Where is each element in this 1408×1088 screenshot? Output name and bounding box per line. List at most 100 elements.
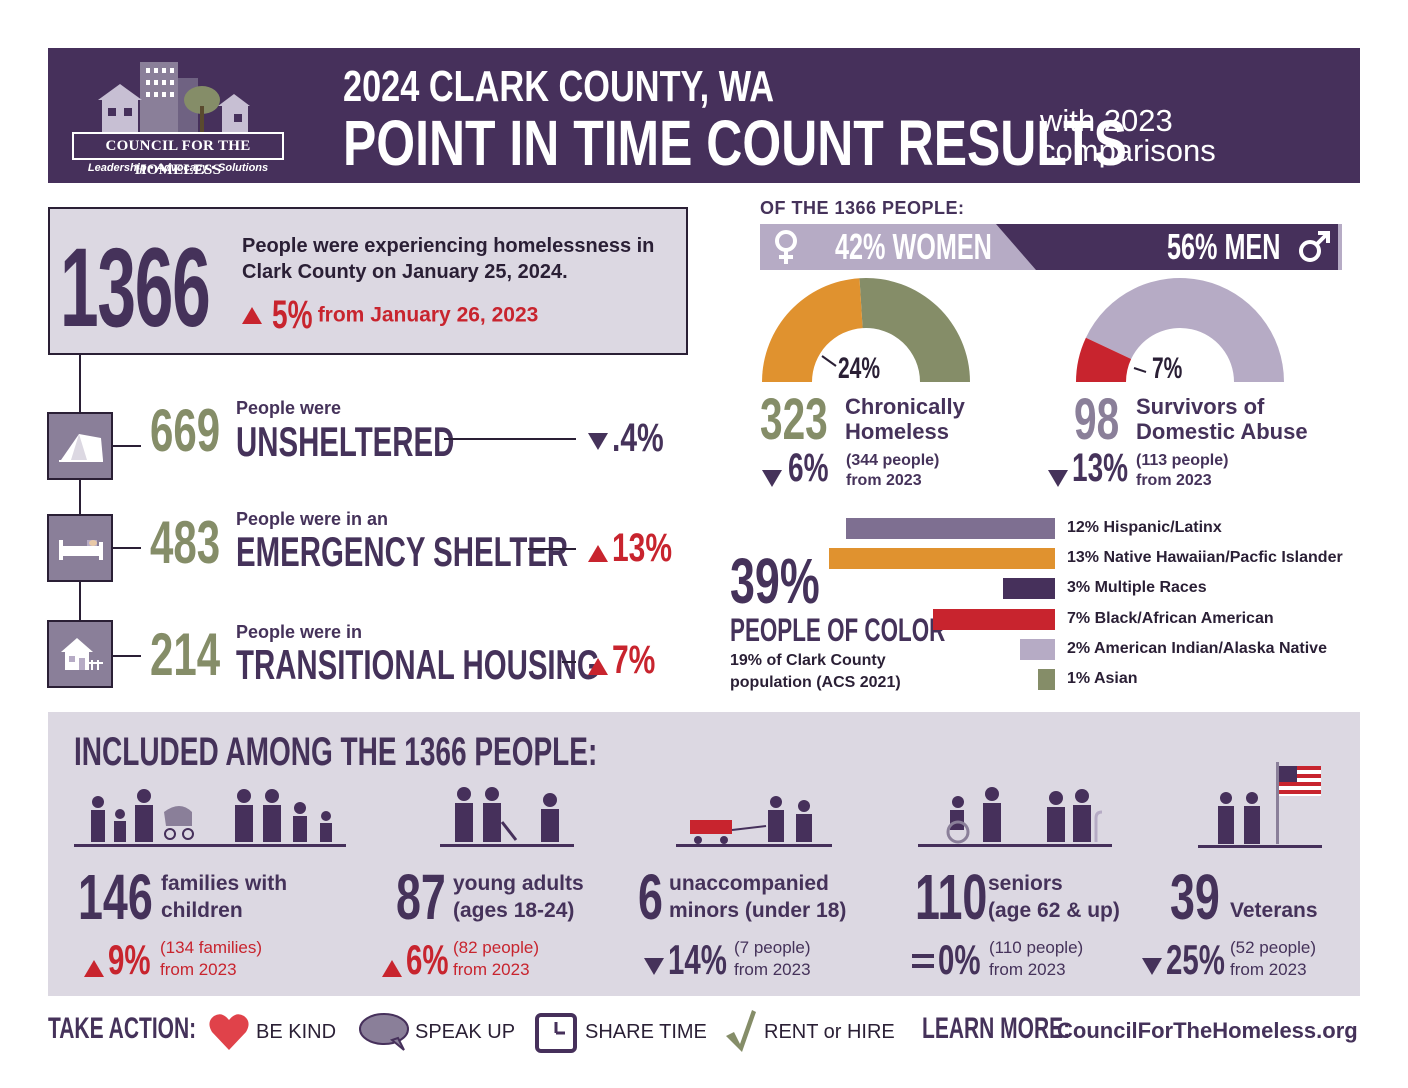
share-time-label: SHARE TIME xyxy=(585,1021,707,1043)
connector-line xyxy=(113,655,141,657)
race-bar xyxy=(1037,669,1055,690)
families-label-line2: children xyxy=(161,899,243,922)
chronic-label-line2: Homeless xyxy=(845,419,949,444)
be-kind-label: BE KIND xyxy=(256,1021,337,1043)
transitional-count: 214 xyxy=(150,621,221,688)
seniors-count: 110 xyxy=(915,861,988,933)
connector-line xyxy=(444,438,576,440)
included-panel xyxy=(48,712,1360,996)
chronic-pct: 24% xyxy=(838,352,881,385)
race-bar xyxy=(846,518,1055,539)
minors-change: 14% xyxy=(668,936,727,983)
up-arrow-icon xyxy=(382,960,402,978)
total-count-box: 1366 People were experiencing homelessne… xyxy=(48,207,688,355)
website-link[interactable]: CouncilForTheHomeless.org xyxy=(1057,1018,1358,1043)
house-icon xyxy=(47,620,113,688)
chronic-donut-chart xyxy=(762,278,970,382)
chronic-prev-line1: (344 people) xyxy=(846,452,940,469)
young-adults-icon xyxy=(440,787,574,847)
shelter-change: 13% xyxy=(612,526,673,570)
of-people-label: OF THE 1366 PEOPLE: xyxy=(760,198,965,218)
domestic-change: 13% xyxy=(1072,446,1129,490)
race-bar-label: 7% Black/African American xyxy=(1067,609,1274,627)
minors-prev-line1: (7 people) xyxy=(734,938,811,957)
families-count: 146 xyxy=(78,861,153,933)
logo-tagline: Leadership • Advocacy • Solutions xyxy=(87,162,269,174)
up-arrow-icon xyxy=(588,658,608,676)
connector-line xyxy=(113,445,141,447)
unsheltered-intro: People were xyxy=(236,398,342,418)
included-title: INCLUDED AMONG THE 1366 PEOPLE: xyxy=(74,730,598,774)
families-label-line1: families with xyxy=(161,872,288,895)
transitional-intro: People were in xyxy=(236,622,363,642)
title-line-2: POINT IN TIME COUNT RESULTS xyxy=(343,107,1127,179)
veterans-label-line2: Veterans xyxy=(1230,899,1318,922)
transitional-change: 7% xyxy=(612,638,656,682)
domestic-rest-segment xyxy=(1085,278,1284,382)
connector-line xyxy=(562,661,576,663)
seniors-prev-line2: from 2023 xyxy=(989,960,1066,979)
race-bar-label: 13% Native Hawaiian/Pacfic Islander xyxy=(1067,549,1343,567)
seniors-label-line2: (age 62 & up) xyxy=(988,899,1120,922)
down-arrow-icon xyxy=(762,470,782,488)
checkmark-icon xyxy=(726,1010,756,1052)
domestic-pct: 7% xyxy=(1152,352,1183,385)
chronic-rest-segment xyxy=(859,278,970,382)
race-bar xyxy=(829,548,1055,570)
down-arrow-icon xyxy=(588,433,608,451)
total-change-pct: 5% xyxy=(271,293,313,337)
poc-label: PEOPLE OF COLOR xyxy=(730,612,946,648)
domestic-label-line2: Domestic Abuse xyxy=(1136,419,1308,444)
young-adults-prev: (82 people) from 2023 xyxy=(453,937,539,981)
race-bar xyxy=(1002,578,1055,600)
bed-icon xyxy=(47,514,113,582)
seniors-label-line1: seniors xyxy=(988,872,1063,895)
young-adults-label-line2: (ages 18-24) xyxy=(453,899,575,922)
veterans-flag-icon xyxy=(1198,762,1322,848)
unsheltered-change: .4% xyxy=(612,416,664,460)
shelter-intro: People were in an xyxy=(236,509,389,529)
domestic-prev-line1: (113 people) xyxy=(1136,452,1229,469)
poc-sub-line1: 19% of Clark County xyxy=(730,652,886,669)
us-flag-icon xyxy=(1279,766,1321,796)
veterans-label: Veterans xyxy=(1230,870,1318,924)
logo-name: COUNCIL FOR THE HOMELESS xyxy=(72,132,284,178)
chronic-label: Chronically Homeless xyxy=(845,394,965,444)
unsheltered-count: 669 xyxy=(150,397,221,464)
domestic-count: 98 xyxy=(1074,387,1120,452)
council-logo: COUNCIL FOR THE HOMELESS Leadership • Ad… xyxy=(68,58,288,178)
gender-bar xyxy=(760,224,1342,270)
total-change: 5% from January 26, 2023 xyxy=(242,293,538,338)
poc-pct: 39% xyxy=(730,545,820,617)
veterans-change: 25% xyxy=(1166,936,1225,983)
seniors-prev-line1: (110 people) xyxy=(989,938,1084,957)
chronic-highlight-segment xyxy=(762,278,863,382)
city-skyline-icon xyxy=(98,62,250,132)
minors-prev-line2: from 2023 xyxy=(734,960,811,979)
seniors-label: seniors (age 62 & up) xyxy=(988,870,1120,924)
families-prev-line1: (134 families) xyxy=(160,938,263,957)
veterans-prev-line2: from 2023 xyxy=(1230,960,1307,979)
men-label: 56% MEN xyxy=(1167,226,1281,267)
families-prev: (134 families) from 2023 xyxy=(160,937,262,981)
veterans-count: 39 xyxy=(1170,861,1220,933)
domestic-prev: (113 people) from 2023 xyxy=(1136,451,1228,491)
young-adults-prev-line1: (82 people) xyxy=(453,938,540,957)
domestic-highlight-segment xyxy=(1076,337,1132,382)
connector-line xyxy=(528,548,576,550)
chronic-prev-line2: from 2023 xyxy=(846,472,922,489)
young-adults-label: young adults (ages 18-24) xyxy=(453,870,584,924)
race-bar-label: 12% Hispanic/Latinx xyxy=(1067,519,1222,536)
women-label: 42% WOMEN xyxy=(835,226,992,267)
total-change-text: from January 26, 2023 xyxy=(317,303,539,327)
learn-more-label: LEARN MORE: xyxy=(922,1012,1071,1045)
poc-sub: 19% of Clark County population (ACS 2021) xyxy=(730,650,950,694)
chronic-prev: (344 people) from 2023 xyxy=(846,451,939,491)
seniors-change: 0% xyxy=(938,936,981,983)
transitional-label: TRANSITIONAL HOUSING xyxy=(236,641,600,688)
veterans-prev-line1: (52 people) xyxy=(1230,938,1317,957)
speech-bubble-icon xyxy=(359,1013,409,1051)
down-arrow-icon xyxy=(1142,958,1162,976)
minors-wagon-icon xyxy=(676,796,832,847)
shelter-label: EMERGENCY SHELTER xyxy=(236,528,569,575)
